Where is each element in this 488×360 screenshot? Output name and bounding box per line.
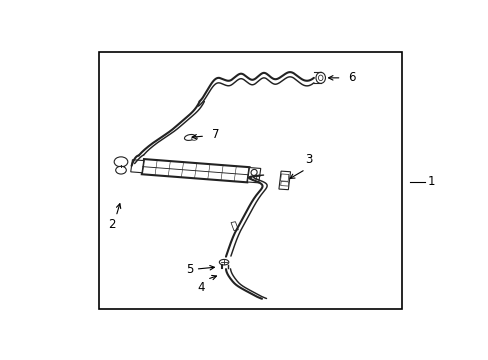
Ellipse shape [191, 137, 197, 140]
Polygon shape [230, 222, 238, 231]
Polygon shape [142, 159, 249, 183]
Circle shape [114, 157, 127, 167]
Bar [99, 51, 401, 309]
Text: 4: 4 [197, 281, 204, 294]
Ellipse shape [315, 72, 325, 84]
Circle shape [116, 166, 126, 174]
Polygon shape [280, 181, 288, 186]
Text: 3: 3 [305, 153, 312, 166]
Text: 7: 7 [211, 128, 219, 141]
Ellipse shape [250, 170, 257, 175]
Polygon shape [278, 171, 290, 190]
Text: 2: 2 [108, 218, 116, 231]
Ellipse shape [184, 135, 195, 140]
Text: 6: 6 [347, 71, 355, 84]
Ellipse shape [251, 175, 256, 180]
Polygon shape [280, 174, 288, 181]
Text: 5: 5 [186, 262, 193, 276]
Polygon shape [247, 167, 260, 183]
Ellipse shape [219, 260, 228, 265]
Ellipse shape [318, 75, 323, 81]
Text: 1: 1 [427, 175, 434, 188]
Polygon shape [130, 160, 143, 173]
